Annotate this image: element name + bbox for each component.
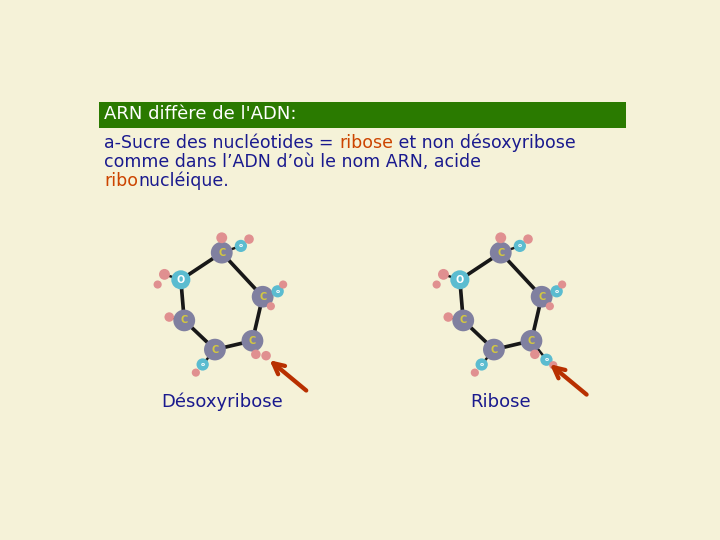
- Text: C: C: [459, 315, 467, 326]
- Circle shape: [164, 312, 174, 322]
- Circle shape: [471, 368, 479, 377]
- Text: C: C: [538, 292, 545, 302]
- Circle shape: [279, 280, 287, 288]
- Circle shape: [495, 232, 506, 243]
- Circle shape: [523, 234, 533, 244]
- Circle shape: [540, 354, 552, 366]
- Circle shape: [211, 242, 233, 264]
- Circle shape: [271, 285, 284, 298]
- Text: C: C: [211, 345, 219, 355]
- Text: o: o: [276, 289, 280, 294]
- Circle shape: [551, 285, 563, 298]
- Text: Désoxyribose: Désoxyribose: [161, 393, 283, 411]
- Circle shape: [204, 339, 226, 360]
- Circle shape: [252, 286, 274, 308]
- Circle shape: [549, 361, 557, 369]
- Text: O: O: [176, 275, 185, 285]
- Circle shape: [192, 368, 200, 377]
- Circle shape: [267, 302, 275, 310]
- Circle shape: [171, 271, 190, 289]
- Text: o: o: [554, 289, 559, 294]
- Text: o: o: [201, 362, 204, 367]
- Circle shape: [241, 330, 264, 352]
- Circle shape: [244, 234, 254, 244]
- Circle shape: [490, 242, 512, 264]
- Text: a-Sucre des nucléotides =: a-Sucre des nucléotides =: [104, 134, 339, 152]
- Circle shape: [513, 240, 526, 252]
- Text: C: C: [218, 248, 225, 258]
- Text: ARN diffère de l'ADN:: ARN diffère de l'ADN:: [104, 105, 297, 124]
- Circle shape: [450, 271, 469, 289]
- Circle shape: [216, 232, 228, 243]
- Circle shape: [438, 269, 449, 280]
- Circle shape: [475, 359, 487, 370]
- FancyBboxPatch shape: [99, 102, 626, 128]
- Text: C: C: [249, 336, 256, 346]
- Circle shape: [197, 359, 209, 370]
- Text: et non désoxyribose: et non désoxyribose: [393, 133, 576, 152]
- Text: O: O: [456, 275, 464, 285]
- Circle shape: [174, 309, 195, 331]
- Circle shape: [521, 330, 542, 352]
- Circle shape: [452, 309, 474, 331]
- Circle shape: [558, 280, 566, 288]
- Text: o: o: [239, 244, 243, 248]
- Text: C: C: [490, 345, 498, 355]
- Circle shape: [159, 269, 170, 280]
- Text: o: o: [518, 244, 522, 248]
- Text: comme dans l’ADN d’où le nom ARN, acide: comme dans l’ADN d’où le nom ARN, acide: [104, 153, 481, 171]
- Text: Ribose: Ribose: [470, 394, 531, 411]
- Text: o: o: [480, 362, 484, 367]
- Circle shape: [546, 302, 554, 310]
- Text: o: o: [544, 357, 549, 362]
- Text: C: C: [528, 336, 535, 346]
- Text: nucléique.: nucléique.: [138, 172, 229, 191]
- Text: C: C: [259, 292, 266, 302]
- Circle shape: [261, 351, 271, 360]
- Circle shape: [483, 339, 505, 360]
- Circle shape: [531, 286, 552, 308]
- Circle shape: [235, 240, 247, 252]
- Circle shape: [444, 312, 453, 322]
- Text: ribose: ribose: [339, 134, 393, 152]
- Circle shape: [153, 280, 162, 288]
- Text: C: C: [181, 315, 188, 326]
- Circle shape: [251, 349, 261, 359]
- Circle shape: [530, 349, 539, 359]
- Text: C: C: [497, 248, 505, 258]
- Text: ribo: ribo: [104, 172, 138, 191]
- Circle shape: [433, 280, 441, 288]
